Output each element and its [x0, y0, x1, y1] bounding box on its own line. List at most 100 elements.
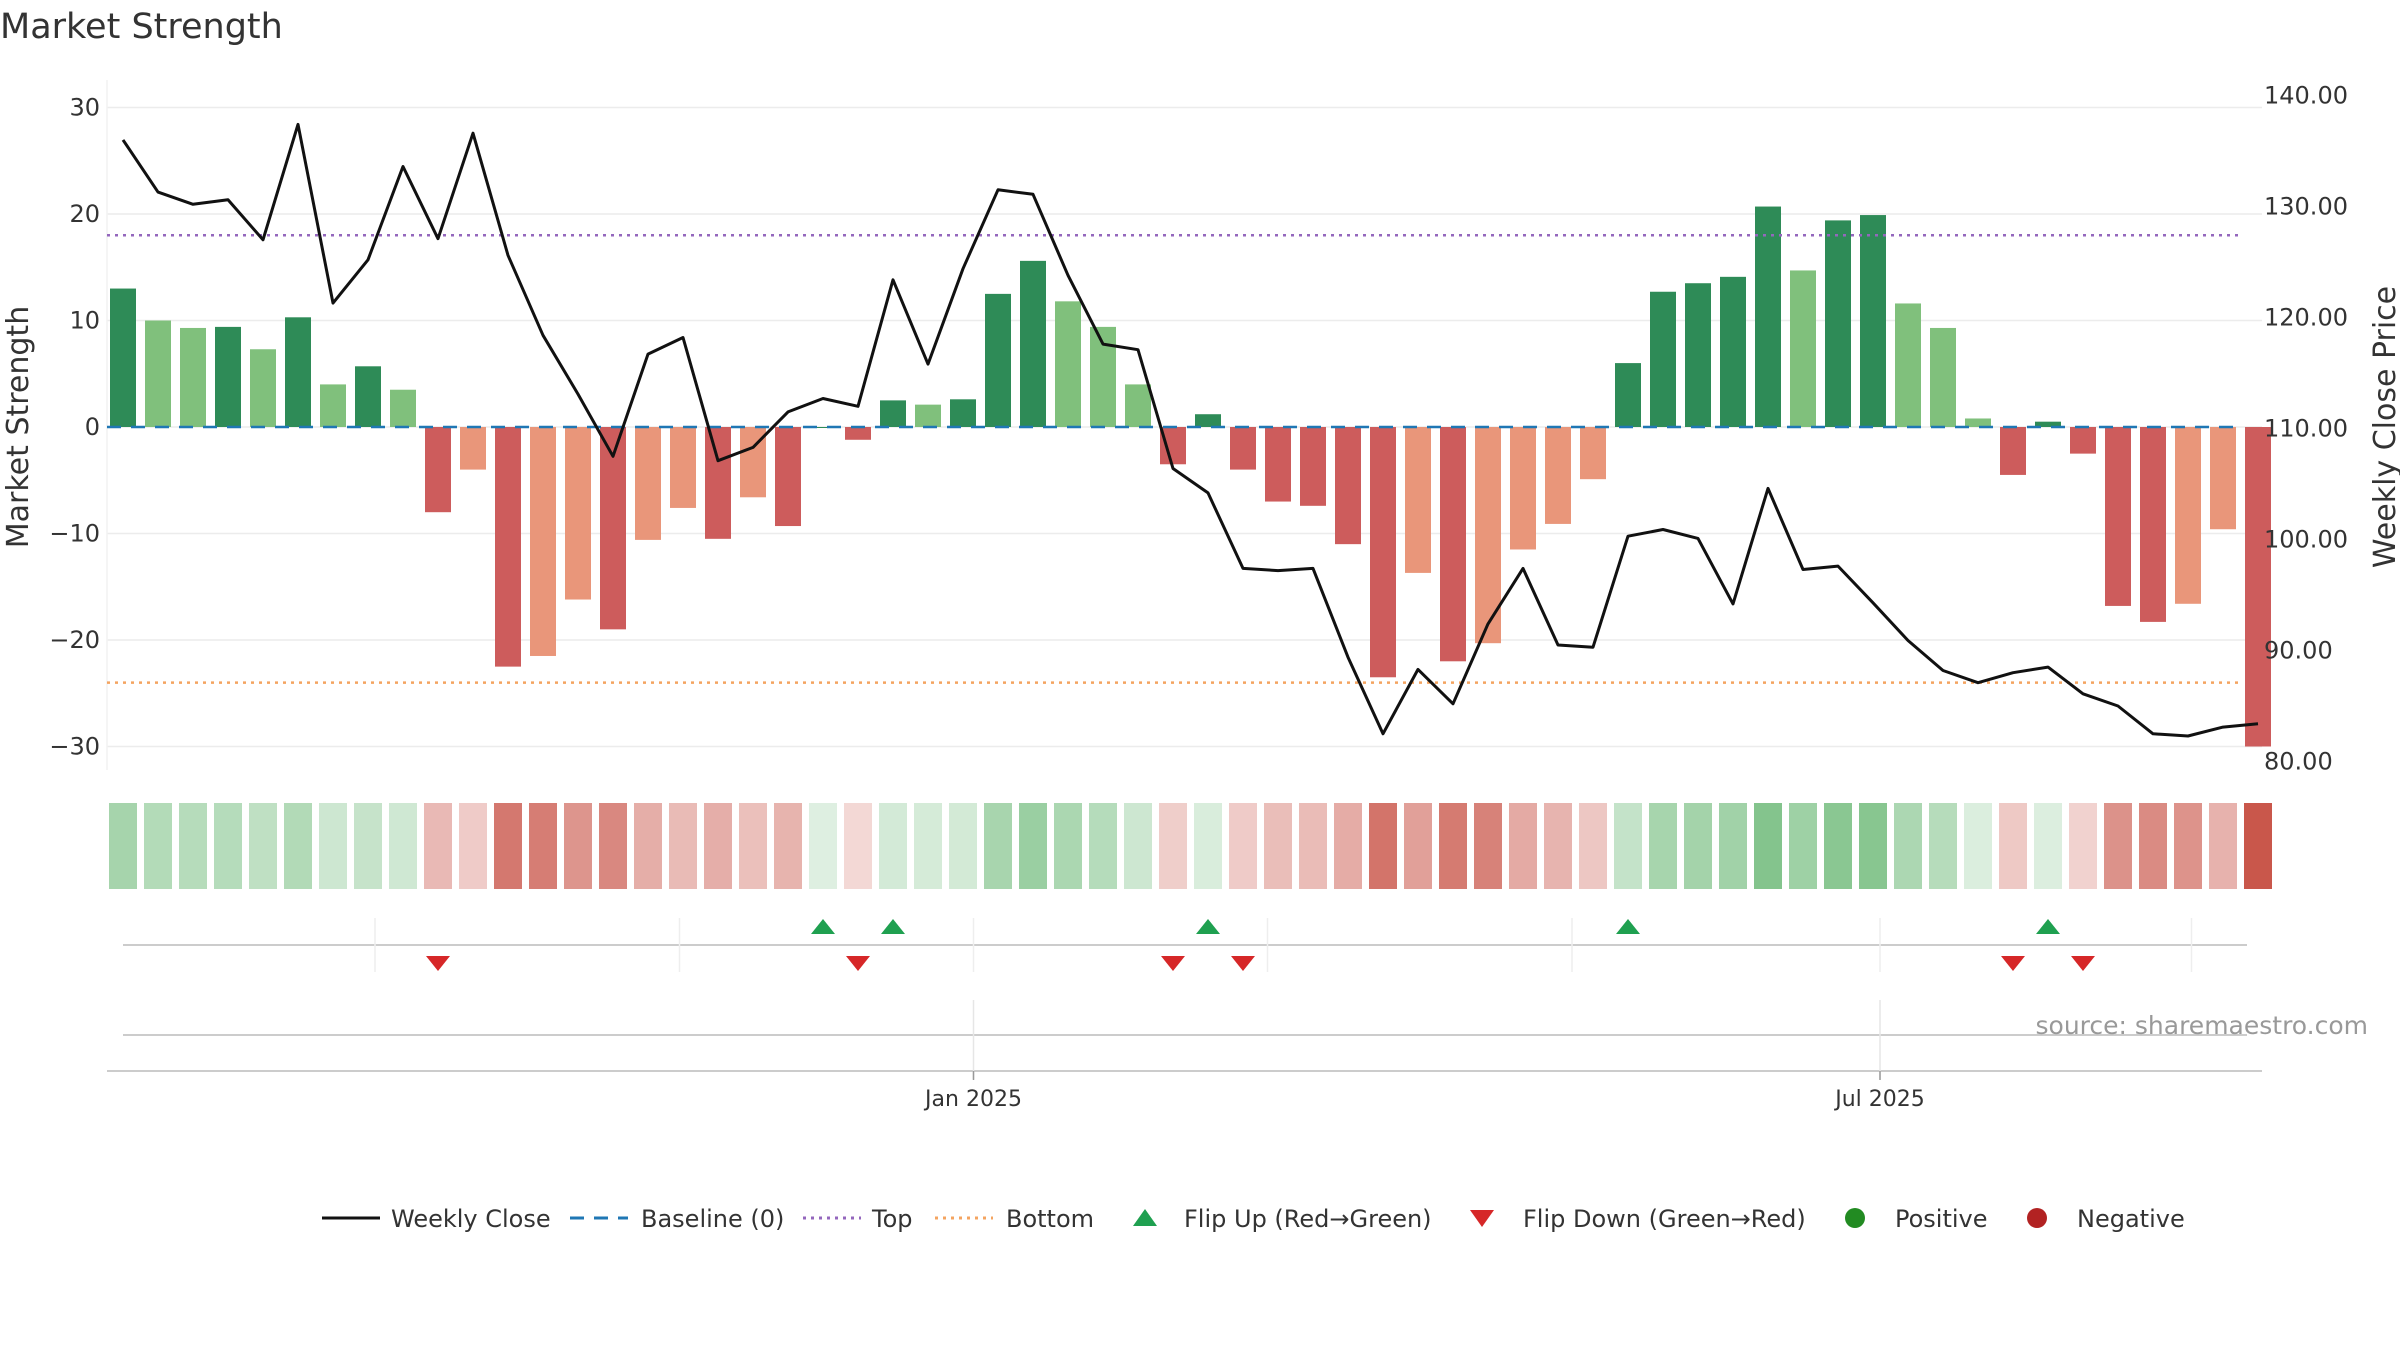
strength-bar	[390, 389, 416, 427]
strength-bar	[110, 288, 136, 427]
strength-bar	[915, 404, 941, 427]
right-tick-label: 110.00	[2264, 415, 2348, 443]
heat-cell	[1474, 803, 1502, 889]
heat-cell	[1999, 803, 2027, 889]
strength-bar	[1475, 427, 1501, 644]
strength-bar	[1440, 427, 1466, 662]
heat-cell	[984, 803, 1012, 889]
heat-cell	[1194, 803, 1222, 889]
x-tick-label: Jan 2025	[923, 1087, 1022, 1112]
source-note: source: sharemaestro.com	[2036, 1011, 2369, 1040]
heat-cell	[2034, 803, 2062, 889]
strength-bar	[1160, 427, 1186, 465]
legend-circle-icon	[2027, 1208, 2047, 1228]
legend-triangle-up-icon	[1133, 1209, 1157, 1226]
legend-item: Negative	[2027, 1205, 2185, 1233]
heat-cell	[704, 803, 732, 889]
legend-triangle-down-icon	[1470, 1210, 1494, 1227]
heat-cell	[1509, 803, 1537, 889]
legend-item: Flip Down (Green→Red)	[1470, 1205, 1806, 1233]
heat-cell	[109, 803, 137, 889]
heat-cell	[1089, 803, 1117, 889]
strength-bar	[1790, 270, 1816, 427]
left-axis-label: Market Strength	[1, 306, 36, 548]
strength-bar	[1370, 427, 1396, 678]
heat-cell	[1019, 803, 1047, 889]
heat-cell	[459, 803, 487, 889]
flip-up-marker	[881, 919, 905, 934]
heat-cell	[2104, 803, 2132, 889]
heat-cell	[214, 803, 242, 889]
strength-bar	[1405, 427, 1431, 573]
legend-label: Bottom	[1006, 1205, 1094, 1233]
heat-cell	[1124, 803, 1152, 889]
reference-lines	[107, 234, 2240, 684]
flip-up-marker	[1616, 919, 1640, 934]
legend: Weekly Close Baseline (0) Top Bottom Flip Up…	[322, 1205, 2185, 1233]
heat-cell	[774, 803, 802, 889]
flip-down-marker	[2001, 956, 2025, 971]
strength-bar	[880, 400, 906, 427]
legend-label: Baseline (0)	[641, 1205, 784, 1233]
strength-bar	[600, 427, 626, 630]
legend-item: Weekly Close	[322, 1205, 551, 1233]
heat-cell	[599, 803, 627, 889]
strength-bar	[670, 427, 696, 508]
strength-bar	[1125, 384, 1151, 427]
strength-bar	[810, 427, 836, 428]
heat-cell	[2139, 803, 2167, 889]
right-tick-label: 130.00	[2264, 193, 2348, 221]
heat-cell	[1369, 803, 1397, 889]
flip-up-marker	[1196, 919, 1220, 934]
flip-down-marker	[1161, 956, 1185, 971]
strength-bar	[2140, 427, 2166, 622]
heat-cell	[879, 803, 907, 889]
heat-cell	[1404, 803, 1432, 889]
strength-bar	[460, 427, 486, 470]
strength-bar	[845, 427, 871, 440]
heat-cell	[389, 803, 417, 889]
heat-cell	[1334, 803, 1362, 889]
legend-item: Positive	[1845, 1205, 1988, 1233]
heat-cell	[529, 803, 557, 889]
heat-cell	[249, 803, 277, 889]
heat-cell	[564, 803, 592, 889]
heat-cell	[1649, 803, 1677, 889]
heat-cell	[1054, 803, 1082, 889]
heat-cell	[424, 803, 452, 889]
heat-cell	[2174, 803, 2202, 889]
strength-bar	[320, 384, 346, 427]
strength-bar	[425, 427, 451, 513]
strength-bar	[1755, 206, 1781, 427]
strength-bar	[775, 427, 801, 527]
bottom-panel	[107, 1034, 2262, 1072]
heat-cell	[2209, 803, 2237, 889]
legend-label: Flip Up (Red→Green)	[1184, 1205, 1432, 1233]
heat-cell	[144, 803, 172, 889]
legend-item: Top	[803, 1205, 913, 1233]
heat-cell	[2244, 803, 2272, 889]
strength-bar	[1020, 260, 1046, 427]
strength-bar	[1300, 427, 1326, 506]
heat-cell	[284, 803, 312, 889]
legend-item: Flip Up (Red→Green)	[1133, 1205, 1432, 1233]
heat-cell	[1789, 803, 1817, 889]
heat-cell	[634, 803, 662, 889]
heat-cell	[1544, 803, 1572, 889]
legend-circle-icon	[1845, 1208, 1865, 1228]
heat-cell	[1859, 803, 1887, 889]
legend-item: Bottom	[935, 1205, 1094, 1233]
flip-up-marker	[2036, 919, 2060, 934]
legend-label: Positive	[1895, 1205, 1988, 1233]
strength-bar	[2210, 427, 2236, 530]
heat-cell	[844, 803, 872, 889]
strength-bar	[1580, 427, 1606, 480]
left-tick-label: −10	[49, 520, 100, 548]
heat-cell	[949, 803, 977, 889]
right-tick-label: 80.00	[2264, 748, 2333, 776]
right-tick-label: 100.00	[2264, 526, 2348, 554]
left-tick-label: 10	[69, 307, 100, 335]
heat-cell	[1579, 803, 1607, 889]
strength-bar	[145, 320, 171, 427]
legend-label: Top	[871, 1205, 913, 1233]
